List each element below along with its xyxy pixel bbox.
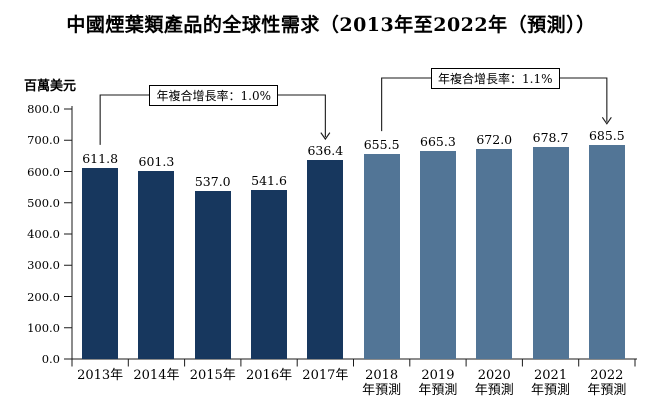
y-axis-tick-label: 100.0	[27, 320, 60, 335]
y-axis-tick-label: 200.0	[27, 289, 60, 304]
x-axis-category-label: 2019 年預測	[406, 368, 470, 398]
y-axis-tick-label: 600.0	[27, 164, 60, 179]
x-axis-category-label: 2022 年預測	[575, 368, 639, 398]
x-axis-label-line: 2013年	[77, 368, 124, 383]
bar-2022年預測	[588, 144, 625, 359]
x-axis-label-line: 2018	[365, 368, 399, 383]
cagr-arrowhead	[320, 132, 331, 141]
chart-title: 中國煙葉類產品的全球性需求（2013年至2022年（預測））	[66, 14, 596, 36]
x-axis-category-label: 2021 年預測	[519, 368, 583, 398]
bar-value-label: 655.5	[363, 137, 400, 153]
y-axis-tick-label: 500.0	[27, 195, 60, 210]
cagr-annotation-label-forecast: 年複合增長率：1.1%	[438, 72, 553, 86]
x-axis-label-line: 年預測	[362, 383, 402, 398]
bar-2013年	[82, 167, 119, 359]
bar-2016年	[251, 189, 288, 359]
bar-2021年預測	[532, 146, 569, 359]
bar-2019年預測	[419, 151, 456, 359]
bar-value-label: 672.0	[476, 132, 513, 147]
y-axis-tick-label: 800.0	[27, 102, 60, 116]
bar-value-label: 611.8	[82, 150, 119, 166]
y-axis-tick-label: 300.0	[27, 258, 60, 273]
cagr-annotation-label-actual: 年複合增長率：1.0%	[156, 89, 272, 103]
bar-value-label: 678.7	[532, 129, 569, 145]
x-axis-category-label: 2016年	[237, 368, 301, 383]
cagr-annotation-box-actual: 年複合增長率：1.0%	[149, 85, 279, 106]
bar-value-label: 601.3	[138, 154, 175, 170]
x-axis-label-line: 2019	[421, 368, 455, 383]
bar-2018年預測	[363, 154, 400, 359]
x-axis-label-line: 年預測	[587, 383, 627, 398]
x-axis-label-line: 2016年	[246, 368, 293, 383]
x-axis-label-line: 2022	[590, 368, 624, 383]
bar-value-label: 685.5	[588, 127, 625, 143]
bar-value-label: 636.4	[307, 143, 344, 159]
x-axis-category-label: 2018 年預測	[350, 368, 414, 398]
bar-value-label: 541.6	[251, 172, 287, 188]
x-axis-category-label: 2020 年預測	[462, 368, 526, 398]
y-axis-unit-label: 百萬美元	[24, 79, 77, 94]
x-axis-label-line: 年預測	[531, 383, 571, 398]
x-axis-category-label: 2013年	[68, 368, 132, 383]
bar-2015年	[194, 191, 231, 359]
x-axis-label-line: 年預測	[474, 383, 514, 398]
y-axis-tick-label: 0.0	[41, 352, 60, 366]
bar-2020年預測	[476, 149, 513, 359]
x-axis-label-line: 2017年	[302, 368, 349, 383]
cagr-annotation-box-forecast: 年複合增長率：1.1%	[430, 68, 560, 89]
cagr-arrowhead	[601, 116, 612, 125]
bar-2014年	[138, 171, 175, 359]
x-axis-label-line: 2020	[477, 368, 511, 383]
x-axis-label-line: 2014年	[133, 368, 180, 383]
x-axis-label-line: 2021	[534, 368, 568, 383]
x-axis-category-label: 2014年	[124, 368, 188, 383]
x-axis-label-line: 年預測	[418, 383, 458, 398]
y-axis-tick-label: 700.0	[27, 133, 60, 148]
y-axis-tick-label: 400.0	[27, 227, 60, 241]
x-axis-category-label: 2015年	[181, 368, 245, 383]
x-axis-label-line: 2015年	[189, 368, 236, 383]
bar-2017年	[307, 160, 344, 359]
bar-value-label: 665.3	[420, 134, 456, 150]
x-axis-category-label: 2017年	[293, 368, 357, 383]
bar-value-label: 537.0	[194, 174, 231, 190]
